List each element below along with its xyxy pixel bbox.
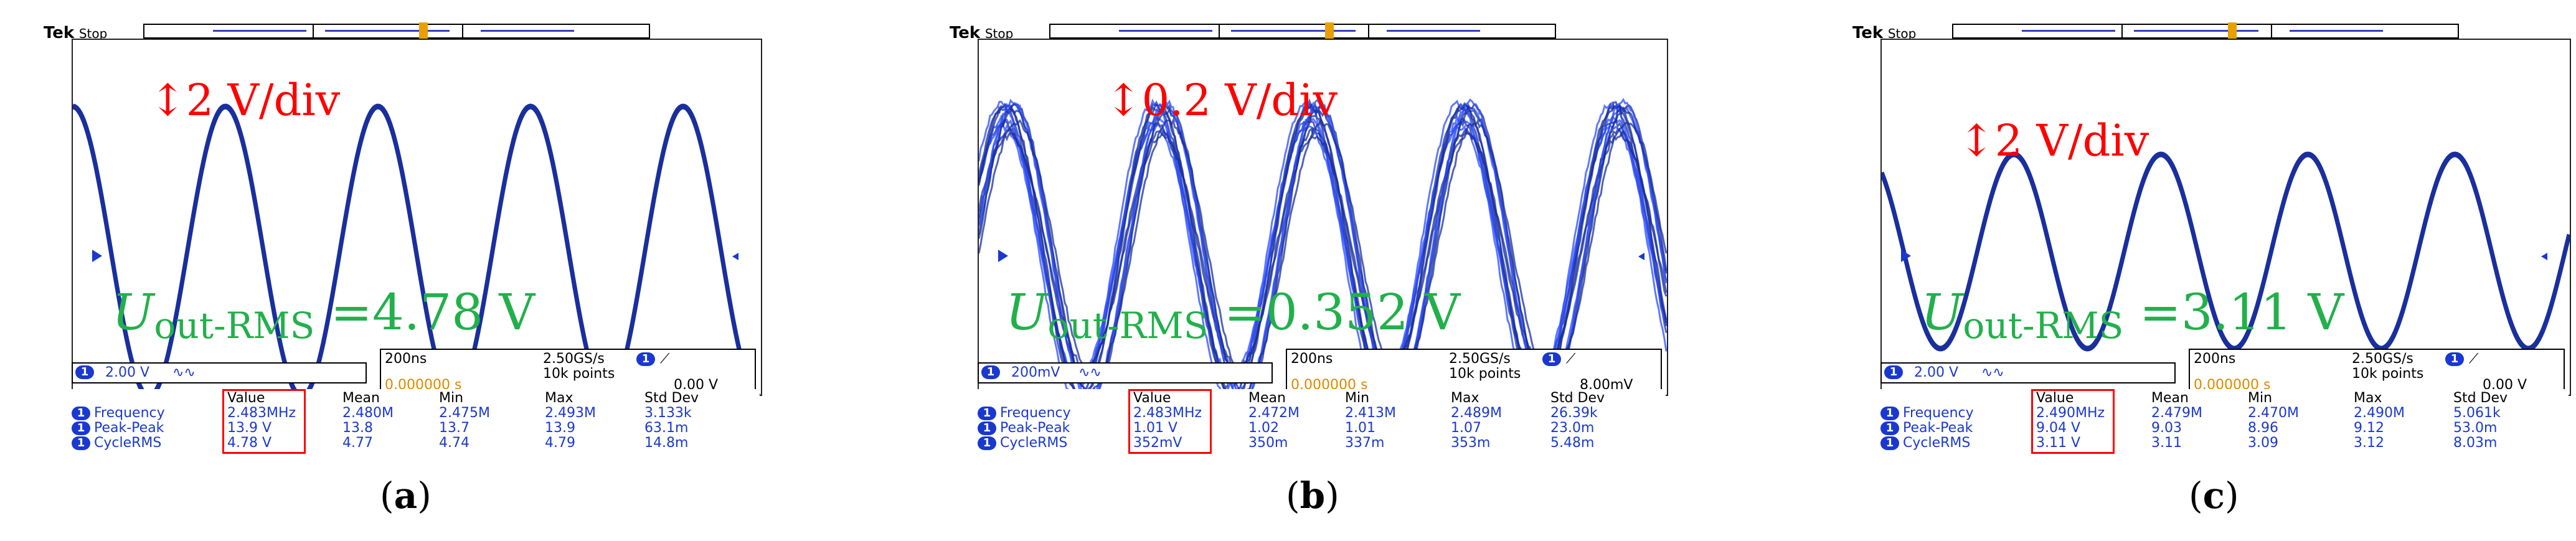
measurement-cell: 2.479M (2151, 405, 2202, 421)
measurement-row-label: 1 Frequency (1880, 405, 1974, 421)
measurement-row-label: 1 Frequency (72, 405, 165, 421)
measurement-cell: 2.470M (2248, 405, 2299, 421)
measurement-cell: 2.472M (1248, 405, 1300, 421)
record-view-bar (143, 24, 650, 39)
value-column-highlight (222, 389, 306, 454)
measurement-cell: 4.79 (545, 435, 575, 451)
measurement-table: Value Mean Min Max Std Dev 1 Frequency 2.483MHz… (978, 389, 1666, 451)
value-column-highlight (2031, 389, 2115, 454)
measurement-cell: 8.03m (2453, 435, 2497, 451)
panel-caption: (c) (2189, 474, 2239, 517)
rms-annotation: Uout-RMS =0.352 V (1006, 283, 1460, 347)
header-std-dev: Std Dev (2453, 390, 2508, 406)
measurement-cell: 2.489M (1451, 405, 1502, 421)
measurement-row-label: 1 Peak-Peak (1880, 420, 1973, 436)
measurement-cell: 53.0m (2453, 420, 2497, 436)
bandwidth-limit-icon: ∿∿ (1078, 365, 1102, 380)
double-arrow-icon: ↕ (1958, 115, 1995, 166)
measurement-cell: 14.8m (644, 435, 688, 451)
record-view-bar (1952, 24, 2459, 39)
right-edge-marker (2541, 253, 2547, 260)
scope-panel-c: Tek Stop ↕2 V/div Uout-RMS =3.11 V 1 2.0… (1852, 0, 2576, 541)
header-max: Max (545, 390, 573, 406)
header-std-dev: Std Dev (644, 390, 699, 406)
measurement-cell: 353m (1451, 435, 1490, 451)
rms-annotation: Uout-RMS =3.11 V (1921, 283, 2344, 347)
measurement-cell: 1.02 (1248, 420, 1279, 436)
measurement-cell: 337m (1345, 435, 1384, 451)
measurement-cell: 5.061k (2453, 405, 2501, 421)
header-mean: Mean (2151, 390, 2189, 406)
panel-caption: (a) (380, 474, 432, 517)
measurement-cell: 63.1m (644, 420, 688, 436)
trigger-slope-icon: ⟋ (660, 351, 669, 367)
measurement-cell: 8.96 (2248, 420, 2278, 436)
scope-panel-a: Tek Stop ↕2 V/div Uout-RMS =4.78 V 1 2.0… (44, 0, 785, 541)
value-column-highlight (1128, 389, 1212, 454)
scope-panel-b: Tek Stop ↕0.2 V/div Uout-RMS =0.352 V 1 … (950, 0, 1691, 541)
trigger-slope-icon: ⟋ (1566, 351, 1575, 367)
measurement-cell: 2.493M (545, 405, 596, 421)
measurement-cell: 3.133k (644, 405, 692, 421)
volts-per-div-annotation: ↕2 V/div (149, 75, 340, 126)
measurement-table: Value Mean Min Max Std Dev 1 Frequency 2.483MHz… (72, 389, 760, 451)
volts-per-div-annotation: ↕2 V/div (1958, 115, 2149, 166)
bandwidth-limit-icon: ∿∿ (172, 365, 196, 380)
measurement-cell: 3.12 (2354, 435, 2384, 451)
measurement-cell: 9.03 (2151, 420, 2182, 436)
trigger-slope-icon: ⟋ (2469, 351, 2478, 367)
measurement-table: Value Mean Min Max Std Dev 1 Frequency 2.490MHz… (1880, 389, 2569, 451)
measurement-row-label: 1 CycleRMS (1880, 435, 1970, 451)
measurement-cell: 350m (1248, 435, 1288, 451)
channel-settings-box[interactable]: 1 2.00 V ∿∿ (1880, 362, 2176, 383)
header-min: Min (2248, 390, 2272, 406)
channel-settings-box[interactable]: 1 2.00 V ∿∿ (72, 362, 367, 383)
measurement-row-label: 1 Frequency (978, 405, 1071, 421)
measurement-cell: 1.07 (1451, 420, 1481, 436)
measurement-cell: 13.7 (439, 420, 469, 436)
measurement-cell: 26.39k (1550, 405, 1598, 421)
measurement-cell: 2.475M (439, 405, 490, 421)
channel-ground-marker[interactable] (92, 250, 102, 262)
header-mean: Mean (1248, 390, 1286, 406)
header-mean: Mean (342, 390, 380, 406)
double-arrow-icon: ↕ (1105, 75, 1142, 126)
measurement-cell: 4.77 (342, 435, 373, 451)
channel-settings-box[interactable]: 1 200mV ∿∿ (978, 362, 1273, 383)
measurement-cell: 13.9 (545, 420, 575, 436)
measurement-row-label: 1 Peak-Peak (72, 420, 164, 436)
volts-per-div-annotation: ↕0.2 V/div (1105, 75, 1338, 126)
right-edge-marker (732, 253, 738, 260)
record-view-bar (1049, 24, 1556, 39)
right-edge-marker (1638, 253, 1644, 260)
measurement-cell: 3.11 (2151, 435, 2182, 451)
panel-caption: (b) (1286, 474, 1339, 517)
measurement-cell: 2.490M (2354, 405, 2405, 421)
measurement-cell: 2.413M (1345, 405, 1396, 421)
measurement-cell: 13.8 (342, 420, 373, 436)
measurement-cell: 4.74 (439, 435, 469, 451)
measurement-cell: 23.0m (1550, 420, 1594, 436)
measurement-cell: 1.01 (1345, 420, 1375, 436)
header-max: Max (2354, 390, 2382, 406)
measurement-row-label: 1 CycleRMS (72, 435, 161, 451)
measurement-cell: 5.48m (1550, 435, 1594, 451)
header-min: Min (1345, 390, 1369, 406)
header-min: Min (439, 390, 463, 406)
bandwidth-limit-icon: ∿∿ (1981, 365, 2004, 380)
rms-annotation: Uout-RMS =4.78 V (112, 283, 535, 347)
measurement-row-label: 1 CycleRMS (978, 435, 1067, 451)
measurement-row-label: 1 Peak-Peak (978, 420, 1070, 436)
channel-ground-marker[interactable] (998, 250, 1008, 262)
measurement-cell: 9.12 (2354, 420, 2384, 436)
channel-ground-marker[interactable] (1901, 250, 1911, 262)
double-arrow-icon: ↕ (149, 75, 186, 126)
measurement-cell: 3.09 (2248, 435, 2278, 451)
header-max: Max (1451, 390, 1479, 406)
header-std-dev: Std Dev (1550, 390, 1605, 406)
measurement-cell: 2.480M (342, 405, 394, 421)
